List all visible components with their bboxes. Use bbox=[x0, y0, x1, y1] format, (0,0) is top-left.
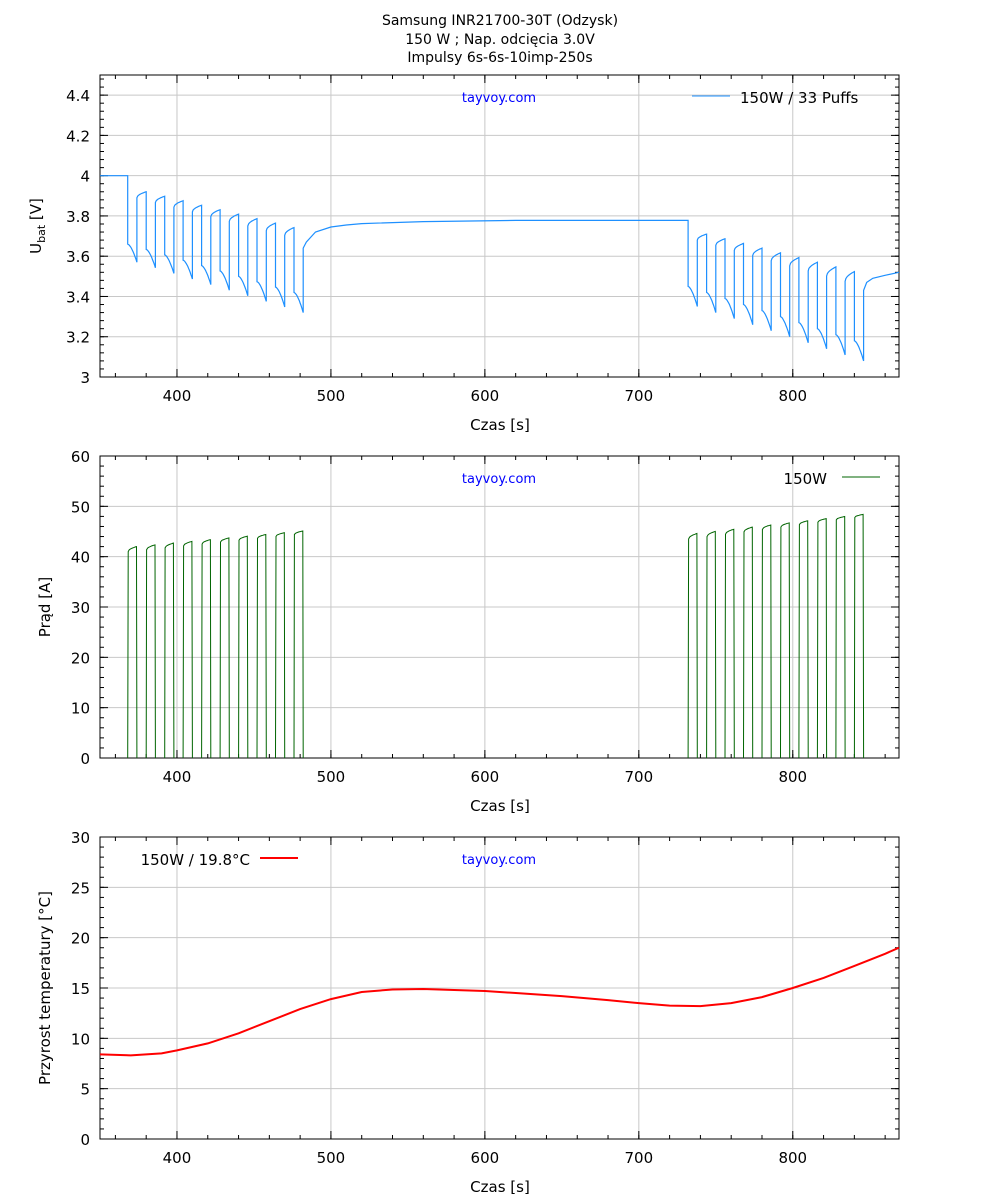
current-pulse bbox=[835, 515, 846, 759]
x-tick-label: 500 bbox=[317, 768, 346, 786]
y-tick-label: 3.6 bbox=[66, 248, 90, 266]
watermark: tayvoy.com bbox=[462, 853, 536, 868]
x-tick-label: 800 bbox=[778, 768, 807, 786]
y-tick-label: 4.2 bbox=[66, 127, 90, 145]
y-tick-label: 30 bbox=[71, 599, 90, 617]
plot-1: 400 500 600 700 800 3 3.2 3.4 3.6 3.8 4 4.2 4.4 Czas … bbox=[27, 74, 900, 434]
x-tick-label: 800 bbox=[778, 1149, 807, 1167]
current-pulse bbox=[687, 532, 698, 759]
y-tick-label: 25 bbox=[71, 879, 90, 897]
x-tick-label: 400 bbox=[163, 768, 192, 786]
x-tick-label: 700 bbox=[625, 768, 654, 786]
current-pulse bbox=[182, 540, 193, 759]
chart-title-line-1: Samsung INR21700-30T (Odzysk) bbox=[382, 13, 618, 29]
plot-2: 400 500 600 700 800 0 10 20 30 40 50 60 Czas [s] Prąd… bbox=[36, 448, 900, 815]
y-axis-label: Przyrost temperatury [°C] bbox=[36, 891, 54, 1085]
current-pulse bbox=[275, 532, 286, 759]
x-axis-label: Czas [s] bbox=[470, 797, 530, 815]
y-tick-label: 4.4 bbox=[66, 87, 90, 105]
current-pulse bbox=[780, 522, 791, 759]
plot-border bbox=[99, 836, 900, 1140]
temperature-series-line bbox=[99, 946, 900, 1057]
x-tick-label: 600 bbox=[471, 1149, 500, 1167]
y-tick-label: 20 bbox=[71, 930, 90, 948]
current-pulse bbox=[127, 545, 138, 759]
x-tick-label: 700 bbox=[625, 387, 654, 405]
y-tick-label: 10 bbox=[71, 700, 90, 718]
x-tick-label: 600 bbox=[471, 768, 500, 786]
current-pulse bbox=[219, 537, 230, 759]
current-pulse bbox=[706, 530, 717, 759]
current-pulse bbox=[256, 533, 267, 759]
x-tick-label: 500 bbox=[317, 387, 346, 405]
current-pulse bbox=[853, 513, 865, 759]
plot-border bbox=[99, 455, 900, 759]
y-tick-label: 4 bbox=[80, 168, 90, 186]
y-tick-label: 3.8 bbox=[66, 208, 90, 226]
current-pulse bbox=[724, 528, 735, 759]
y-axis-label: Ubat [V] bbox=[27, 198, 48, 254]
y-tick-label: 30 bbox=[71, 829, 90, 847]
x-axis-label: Czas [s] bbox=[470, 1178, 530, 1196]
watermark: tayvoy.com bbox=[462, 472, 536, 487]
current-pulse bbox=[293, 530, 304, 759]
current-pulse bbox=[164, 542, 175, 759]
y-tick-label: 3 bbox=[80, 369, 90, 387]
y-tick-label: 3.2 bbox=[66, 329, 90, 347]
legend-label: 150W bbox=[784, 470, 828, 488]
plot-border bbox=[99, 74, 900, 378]
current-pulse bbox=[201, 539, 212, 759]
x-tick-label: 400 bbox=[163, 1149, 192, 1167]
x-tick-label: 600 bbox=[471, 387, 500, 405]
x-tick-label: 500 bbox=[317, 1149, 346, 1167]
y-axis-label: Prąd [A] bbox=[36, 577, 54, 637]
y-tick-label: 15 bbox=[71, 980, 90, 998]
current-pulse bbox=[816, 517, 828, 759]
y-tick-label: 60 bbox=[71, 448, 90, 466]
current-pulse bbox=[238, 535, 249, 759]
y-tick-label: 40 bbox=[71, 549, 90, 567]
x-tick-label: 800 bbox=[778, 387, 807, 405]
x-axis-label: Czas [s] bbox=[470, 416, 530, 434]
y-tick-label: 3.4 bbox=[66, 288, 90, 306]
y-tick-label: 10 bbox=[71, 1030, 90, 1048]
x-tick-label: 400 bbox=[163, 387, 192, 405]
x-tick-label: 700 bbox=[625, 1149, 654, 1167]
y-tick-label: 0 bbox=[80, 750, 90, 768]
chart-title-line-2: 150 W ; Nap. odcięcia 3.0V bbox=[405, 32, 595, 48]
y-tick-label: 0 bbox=[80, 1131, 90, 1149]
y-tick-label: 50 bbox=[71, 498, 90, 516]
legend-label: 150W / 19.8°C bbox=[141, 851, 250, 869]
legend-label: 150W / 33 Puffs bbox=[740, 89, 859, 107]
current-pulse bbox=[761, 524, 772, 759]
voltage-series-line bbox=[100, 175, 900, 362]
chart-title-line-3: Impulsy 6s-6s-10imp-250s bbox=[407, 50, 592, 66]
current-pulse bbox=[798, 520, 809, 759]
current-pulse bbox=[145, 544, 156, 759]
current-pulse bbox=[743, 526, 754, 759]
plot-3: 400 500 600 700 800 0 5 10 15 20 25 30 Czas [s] Przyr… bbox=[36, 829, 900, 1196]
y-tick-label: 20 bbox=[71, 649, 90, 667]
y-tick-label: 5 bbox=[80, 1081, 90, 1099]
watermark: tayvoy.com bbox=[462, 91, 536, 106]
